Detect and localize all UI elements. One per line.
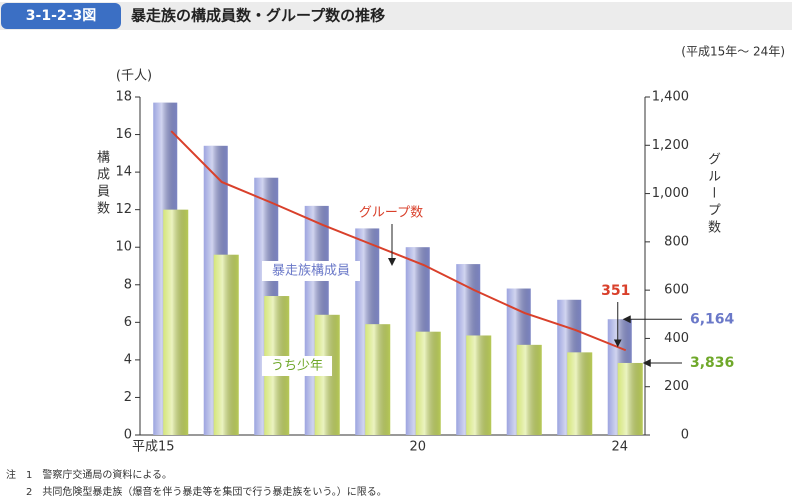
y-tick-label: 8 xyxy=(124,277,132,292)
y-tick-label: 0 xyxy=(124,428,132,443)
y2-tick-label: 200 xyxy=(664,379,689,394)
note: 2 共同危険型暴走族（爆音を伴う暴走等を集団で行う暴走族をいう。）に限る。 xyxy=(6,487,387,498)
header-band xyxy=(0,2,792,30)
value-label: 3,836 xyxy=(690,355,734,371)
y2-tick-label: 800 xyxy=(664,234,689,249)
y2-axis-label: グループ数 xyxy=(705,152,720,237)
y2-tick-label: 0 xyxy=(681,428,689,443)
y-tick-label: 2 xyxy=(124,390,132,405)
subtitle: (平成15年～ 24年) xyxy=(681,45,785,59)
figure-badge xyxy=(1,3,121,29)
bar-shine xyxy=(365,324,391,435)
chart-title: 暴走族の構成員数・グループ数の推移 xyxy=(131,7,385,25)
line xyxy=(170,130,627,352)
bar-shine xyxy=(466,335,492,435)
legend-label: うち少年 xyxy=(271,359,323,374)
bar-shine xyxy=(415,331,441,435)
legend-label: グループ数 xyxy=(359,206,423,221)
y2-tick-label: 1,000 xyxy=(652,186,689,201)
y-tick-label: 12 xyxy=(115,202,132,217)
legend-label: 暴走族構成員 xyxy=(272,263,350,279)
bar-shine xyxy=(567,352,593,435)
y2-tick-label: 1,400 xyxy=(652,90,689,105)
x-tick-label: 20 xyxy=(409,440,426,455)
bar-shine xyxy=(213,254,239,435)
y-tick-label: 10 xyxy=(115,240,132,255)
y-tick-label: 18 xyxy=(115,90,132,105)
note: 注 1 警察庁交通局の資料による。 xyxy=(6,470,173,481)
y-unit: (千人) xyxy=(116,69,152,84)
bar-shine xyxy=(617,362,643,435)
bar-shine xyxy=(163,209,189,435)
bar-shine xyxy=(516,344,542,435)
y-tick-label: 16 xyxy=(115,127,132,142)
legend-box xyxy=(262,261,360,281)
y-tick-label: 4 xyxy=(124,352,132,367)
y-tick-label: 14 xyxy=(115,165,132,180)
x-tick-label: 24 xyxy=(611,440,628,455)
y2-tick-label: 400 xyxy=(664,331,689,346)
figure-label: 3-1-2-3図 xyxy=(26,8,96,24)
y-axis-label: 構成員数 xyxy=(94,150,109,218)
value-label: 6,164 xyxy=(690,311,735,327)
value-label: 351 xyxy=(601,283,630,299)
x-tick-label: 平成15 xyxy=(132,440,175,455)
y2-tick-label: 1,200 xyxy=(652,138,689,153)
y-tick-label: 6 xyxy=(124,315,132,330)
y2-tick-label: 600 xyxy=(664,283,689,298)
legend-box xyxy=(262,356,332,376)
